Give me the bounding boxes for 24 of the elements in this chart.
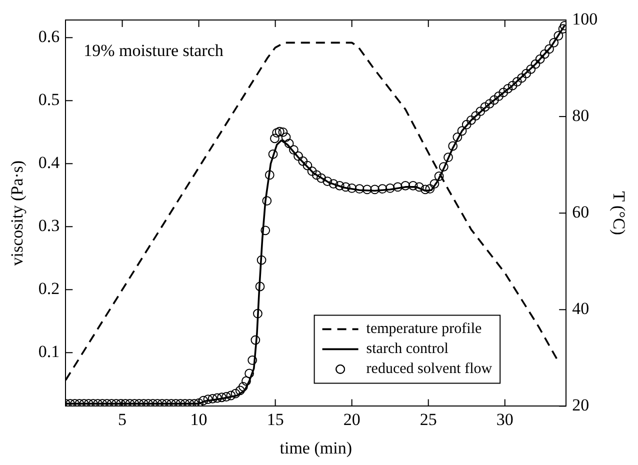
x-axis-title: time (min) — [280, 438, 352, 458]
legend-label: reduced solvent flow — [366, 361, 492, 378]
y-tick-label: 0.1 — [38, 342, 60, 362]
legend-label: starch control — [366, 341, 448, 358]
annotation: 19% moisture starch — [84, 40, 224, 60]
x-tick-label: 15 — [266, 410, 284, 429]
x-tick-label: 5 — [118, 410, 127, 429]
y-tick-label: 0.2 — [38, 279, 60, 298]
y2-tick-label: 20 — [572, 396, 590, 415]
y-tick-label: 0.6 — [38, 27, 60, 46]
y2-tick-label: 100 — [572, 9, 598, 28]
y2-tick-label: 80 — [572, 106, 590, 126]
x-tick-label: 10 — [190, 410, 208, 429]
x-tick-label: 25 — [420, 410, 437, 429]
legend-label: temperature profile — [366, 321, 482, 338]
y-tick-label: 0.5 — [38, 90, 60, 110]
y-tick-label: 0.3 — [38, 216, 60, 236]
x-tick-label: 20 — [343, 410, 360, 429]
y-tick-label: 0.4 — [38, 153, 60, 172]
x-tick-label: 30 — [496, 410, 514, 429]
y2-tick-label: 40 — [572, 299, 590, 318]
y2-axis-title: T (°C) — [609, 191, 628, 235]
y2-tick-label: 60 — [572, 202, 590, 222]
y-axis-title: viscosity (Pa·s) — [8, 160, 27, 266]
